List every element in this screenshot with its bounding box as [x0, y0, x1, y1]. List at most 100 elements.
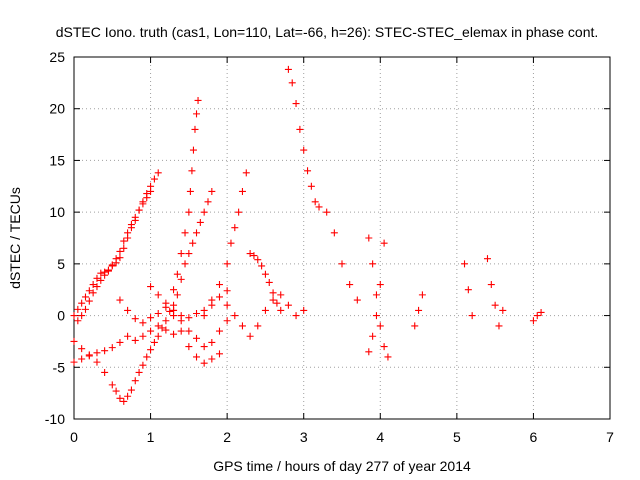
data-point — [254, 322, 262, 330]
data-point — [269, 296, 277, 304]
data-point — [185, 327, 193, 335]
data-point — [208, 187, 216, 195]
x-axis-label: GPS time / hours of day 277 of year 2014 — [213, 458, 471, 474]
data-point — [365, 348, 373, 356]
data-point — [261, 270, 269, 278]
data-point — [74, 317, 82, 325]
data-point — [284, 301, 292, 309]
data-point — [284, 65, 292, 73]
data-point — [188, 167, 196, 175]
data-point — [85, 297, 93, 305]
data-point — [227, 239, 235, 247]
y-tick-label: 0 — [57, 308, 65, 324]
data-point — [116, 338, 124, 346]
data-point — [158, 324, 166, 332]
data-point — [101, 271, 109, 279]
data-point — [208, 355, 216, 363]
data-point — [208, 338, 216, 346]
data-points — [70, 65, 545, 405]
data-point — [185, 208, 193, 216]
data-point — [311, 198, 319, 206]
data-point — [353, 296, 361, 304]
y-tick-label: 10 — [49, 204, 65, 220]
plot-frame — [73, 56, 611, 420]
data-point — [81, 293, 89, 301]
data-point — [238, 187, 246, 195]
data-point — [177, 275, 185, 283]
data-point — [277, 291, 285, 299]
data-point — [323, 208, 331, 216]
data-point — [116, 254, 124, 262]
x-tick-label: 2 — [223, 429, 231, 445]
data-point — [277, 306, 285, 314]
data-point — [131, 315, 139, 323]
data-point — [418, 291, 426, 299]
data-point — [265, 278, 273, 286]
data-point — [127, 221, 135, 229]
data-point — [170, 330, 178, 338]
x-tick-label: 7 — [606, 429, 614, 445]
data-point — [200, 208, 208, 216]
data-point — [85, 351, 93, 359]
data-point — [147, 327, 155, 335]
data-point — [193, 229, 201, 237]
data-point — [124, 306, 132, 314]
data-point — [365, 234, 373, 242]
x-tick-label: 3 — [300, 429, 308, 445]
data-point — [112, 387, 120, 395]
data-point — [89, 289, 97, 297]
data-point — [223, 301, 231, 309]
data-point — [292, 312, 300, 320]
data-point — [81, 305, 89, 313]
data-point — [116, 296, 124, 304]
data-point — [223, 260, 231, 268]
y-tick-label: 5 — [57, 256, 65, 272]
data-point — [200, 312, 208, 320]
data-point — [170, 306, 178, 314]
data-point — [89, 281, 97, 289]
data-point — [369, 332, 377, 340]
data-point — [97, 276, 105, 284]
data-point — [215, 350, 223, 358]
data-point — [78, 345, 86, 353]
data-point — [116, 247, 124, 255]
data-point — [147, 283, 155, 291]
y-tick-label: 25 — [49, 49, 65, 65]
x-tick-label: 0 — [70, 429, 78, 445]
data-point — [292, 100, 300, 108]
data-point — [258, 262, 266, 270]
y-tick-labels: -10 -5 0 5 10 15 20 25 — [45, 49, 65, 427]
data-point — [376, 281, 384, 289]
data-point — [491, 301, 499, 309]
data-point — [139, 200, 147, 208]
data-point — [173, 270, 181, 278]
data-point — [162, 326, 170, 334]
data-point — [177, 250, 185, 258]
chart-title: dSTEC Iono. truth (cas1, Lon=110, Lat=-6… — [56, 24, 599, 40]
data-point — [196, 218, 204, 226]
data-point — [464, 286, 472, 294]
x-tick-label: 4 — [376, 429, 384, 445]
data-point — [124, 392, 132, 400]
data-point — [288, 79, 296, 87]
data-point — [108, 344, 116, 352]
data-point — [254, 256, 262, 264]
data-point — [173, 291, 181, 299]
data-point — [269, 289, 277, 297]
data-point — [273, 299, 281, 307]
data-point — [131, 213, 139, 221]
data-point — [108, 261, 116, 269]
data-point — [193, 353, 201, 361]
x-tick-label: 5 — [453, 429, 461, 445]
data-point — [127, 386, 135, 394]
data-point — [93, 283, 101, 291]
data-point — [78, 299, 86, 307]
data-point — [70, 312, 78, 320]
data-point — [170, 286, 178, 294]
x-tick-label: 1 — [147, 429, 155, 445]
data-point — [150, 338, 158, 346]
data-point — [223, 317, 231, 325]
data-point — [461, 260, 469, 268]
data-point — [315, 203, 323, 211]
data-point — [529, 317, 537, 325]
